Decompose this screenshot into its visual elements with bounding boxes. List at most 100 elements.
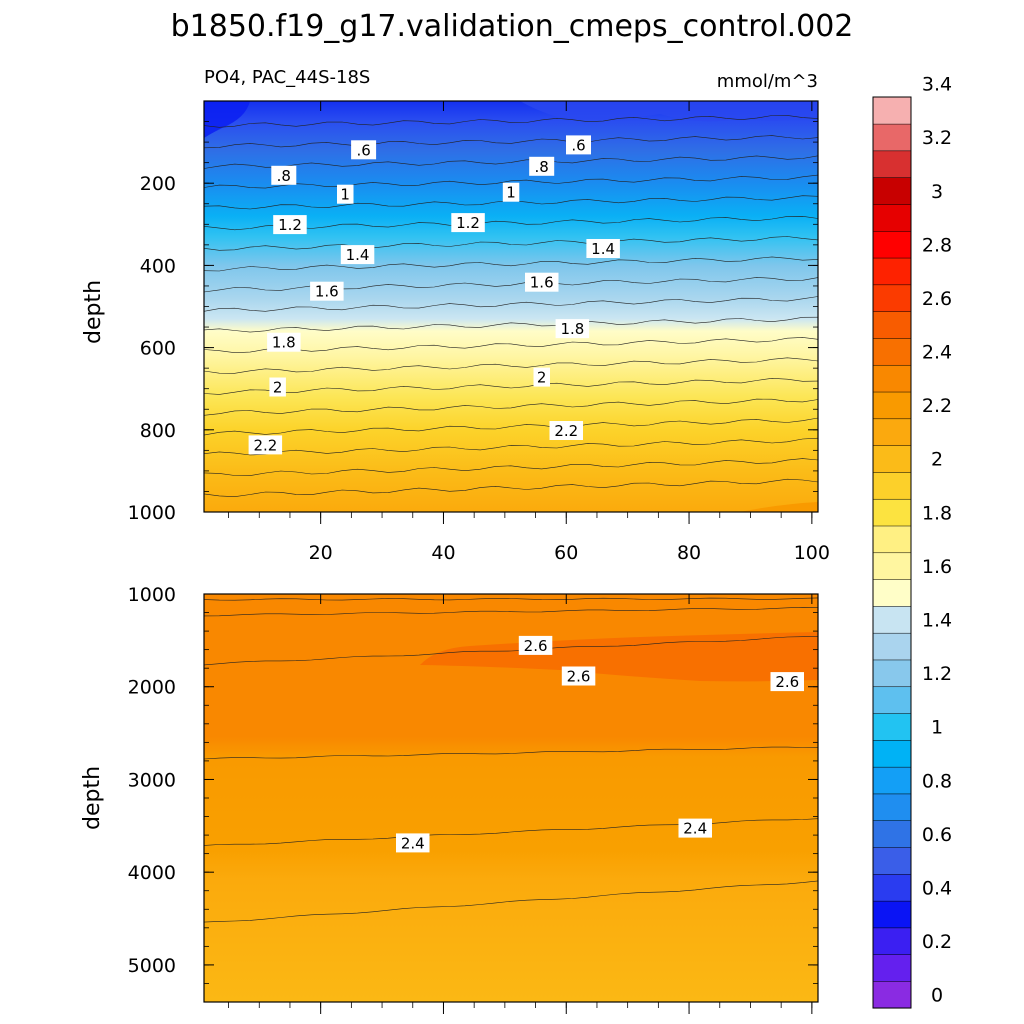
contour-label-box xyxy=(337,184,354,204)
colorbar-swatch xyxy=(872,257,912,286)
contour-label-box xyxy=(533,367,550,387)
colorbar-label: 2.6 xyxy=(922,288,952,310)
colorbar-swatch xyxy=(872,552,912,580)
contour-label-text: 2.4 xyxy=(401,834,425,852)
contour-label-box xyxy=(561,666,596,686)
colorbar: 0 0.2 0.4 0.6 0.8 1 1.2 1.4 1.6 1.8 2 2.2 2.4 2.6 2.8 3… xyxy=(872,74,952,1009)
contour-label-text: 2 xyxy=(537,369,547,387)
contour-label-box xyxy=(770,672,804,692)
contour-label-text: 1 xyxy=(340,186,350,204)
contour-label-box xyxy=(586,239,620,258)
contour-label-text: 2.6 xyxy=(524,637,548,655)
contour-label-box xyxy=(566,135,591,155)
contour-label: 2.4 xyxy=(396,833,430,853)
upper-deep-patch xyxy=(740,502,818,512)
colorbar-label: 1.4 xyxy=(922,610,952,632)
colorbar-swatch xyxy=(872,311,912,339)
lower-panel: 2.6 2.6 2.6 2.4 2.4 1000 2000 3000 4000 5000 dep… xyxy=(80,584,819,1014)
x-tick-label: 100 xyxy=(794,542,830,564)
contour-line xyxy=(203,606,819,617)
contour-line xyxy=(203,636,819,666)
colorbar-swatch xyxy=(872,954,912,982)
contour-label: 1.4 xyxy=(586,239,620,258)
colorbar-swatch xyxy=(872,632,912,661)
colorbar-swatch xyxy=(872,713,912,741)
contour-label-text: 2.2 xyxy=(253,436,277,454)
colorbar-swatch xyxy=(872,927,912,955)
contour-label-box xyxy=(451,213,485,233)
contour-label-text: 1.8 xyxy=(272,334,296,352)
contour-label-box xyxy=(269,377,286,397)
contour-line xyxy=(203,478,819,498)
contour-label: 1.8 xyxy=(555,319,590,339)
colorbar-label: 0.4 xyxy=(922,877,952,899)
contour-label-box xyxy=(267,332,301,352)
colorbar-label: 2.2 xyxy=(922,395,952,417)
contour-label-box xyxy=(678,818,712,838)
contour-label: .6 xyxy=(351,140,377,160)
y-tick-label: 1000 xyxy=(128,502,176,524)
contour-line xyxy=(203,398,819,416)
contour-line xyxy=(203,316,819,333)
colorbar-swatch xyxy=(872,391,912,420)
contour-line xyxy=(203,377,819,395)
contour-label: 2.6 xyxy=(561,666,596,686)
colorbar-label: 0.8 xyxy=(922,770,952,792)
colorbar-label: 2 xyxy=(931,449,943,471)
colorbar-label: 1.2 xyxy=(922,663,952,685)
colorbar-swatch xyxy=(872,471,912,500)
colorbar-swatch xyxy=(872,579,912,607)
contour-label-text: .6 xyxy=(356,141,370,159)
lower-contour-lines xyxy=(203,597,819,923)
upper-surface-patch xyxy=(520,101,818,122)
contour-label: .6 xyxy=(566,135,591,155)
x-tick-label: 40 xyxy=(431,542,455,564)
contour-line xyxy=(203,818,819,846)
y-tick-label: 5000 xyxy=(128,955,176,977)
colorbar-label: 2.8 xyxy=(922,234,952,256)
colorbar-label: 1.6 xyxy=(922,556,952,578)
contour-line xyxy=(203,417,819,436)
contour-label: 1 xyxy=(502,182,520,202)
colorbar-label: 3.2 xyxy=(922,127,952,149)
colorbar-frame xyxy=(872,96,912,1009)
colorbar-label: 0.2 xyxy=(922,931,952,953)
colorbar-swatch xyxy=(872,203,912,232)
contour-label-text: 2.2 xyxy=(554,422,578,440)
contour-label: .8 xyxy=(271,165,297,185)
contour-line xyxy=(203,597,819,601)
colorbar-swatch xyxy=(872,96,912,125)
colorbar-label: 2.4 xyxy=(922,342,952,364)
contour-line xyxy=(203,746,819,760)
contour-label-text: 2.4 xyxy=(683,820,707,838)
chart-subtitle: PO4, PAC_44S-18S xyxy=(204,67,370,88)
contour-label-box xyxy=(549,421,583,440)
contour-label-box xyxy=(351,140,377,160)
colorbar-swatch xyxy=(872,498,912,527)
contour-label: 2.2 xyxy=(549,421,583,440)
contour-line xyxy=(203,135,819,149)
contour-label: 1 xyxy=(337,184,354,204)
colorbar-swatch xyxy=(872,337,912,366)
chart-title: b1850.f19_g17.validation_cmeps_control.0… xyxy=(171,9,854,44)
contour-label-box xyxy=(555,319,590,339)
colorbar-swatch xyxy=(872,364,912,393)
x-tick-label: 20 xyxy=(309,542,333,564)
contour-label: 2.4 xyxy=(678,818,712,838)
upper-y-axis: 200 400 600 800 1000 xyxy=(128,100,818,524)
colorbar-swatch xyxy=(872,659,912,688)
colorbar-label: 0.6 xyxy=(922,824,952,846)
lower-y-axis-label: depth xyxy=(80,766,105,830)
colorbar-swatch xyxy=(872,123,912,152)
contour-line xyxy=(203,337,819,354)
contour-label-box xyxy=(518,635,553,655)
colorbar-swatch xyxy=(872,900,912,929)
contour-label-box xyxy=(310,281,344,301)
contour-label: 1.8 xyxy=(267,332,301,352)
upper-y-axis-label: depth xyxy=(81,280,106,344)
lower-x-axis xyxy=(228,594,813,1014)
contour-line xyxy=(203,155,819,169)
contour-label-text: .6 xyxy=(571,136,585,154)
contour-line xyxy=(203,437,819,456)
